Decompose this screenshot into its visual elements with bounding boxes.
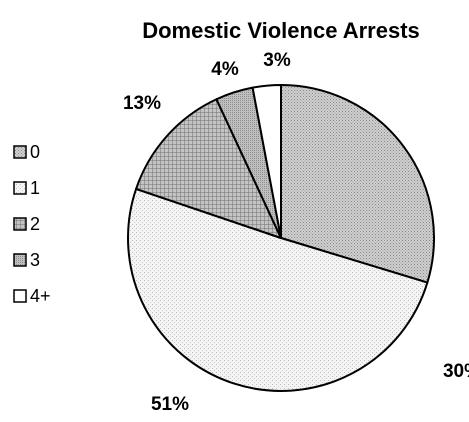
legend-label-2: 2 — [30, 214, 40, 234]
pie-slice-0 — [280, 84, 435, 284]
chart-title: Domestic Violence Arrests — [142, 18, 420, 43]
legend-swatch-2 — [13, 217, 27, 231]
pie-slices — [127, 84, 435, 392]
legend-swatch-4-plus — [13, 289, 27, 303]
chart-legend: 0 1 2 3 4+ — [13, 142, 51, 306]
legend-label-4-plus: 4+ — [30, 286, 51, 306]
data-label-0: 30% — [443, 361, 469, 382]
legend-swatch-3 — [13, 253, 27, 267]
legend-label-0: 0 — [30, 142, 40, 162]
pie-slice-4-plus — [251, 84, 282, 239]
legend-label-1: 1 — [30, 178, 40, 198]
pie-data-labels: 30% 51% 13% 4% 3% — [123, 50, 469, 415]
pie-slice-1 — [127, 187, 429, 392]
legend-swatch-0 — [13, 145, 27, 159]
pie-slice-2 — [135, 98, 282, 239]
data-label-1: 51% — [151, 394, 189, 415]
data-label-2: 13% — [123, 93, 161, 114]
legend-label-3: 3 — [30, 250, 40, 270]
legend-swatch-1 — [13, 181, 27, 195]
data-label-3: 4% — [211, 59, 239, 80]
data-label-4-plus: 3% — [263, 50, 291, 71]
